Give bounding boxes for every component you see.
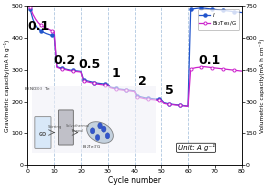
X-axis label: Cycle number: Cycle number	[108, 176, 161, 185]
Text: 0.1: 0.1	[198, 54, 221, 67]
Text: 0.5: 0.5	[78, 58, 100, 71]
Text: 5: 5	[165, 84, 174, 97]
Legend: $I$, Bi$_2$Te$_3$/G: $I$, Bi$_2$Te$_3$/G	[198, 9, 239, 30]
Text: 2: 2	[138, 75, 147, 88]
Text: 0.2: 0.2	[54, 54, 76, 67]
Y-axis label: Gravimetric capacity(mA h g⁻¹): Gravimetric capacity(mA h g⁻¹)	[4, 40, 10, 132]
Text: Unit: A g⁻¹: Unit: A g⁻¹	[178, 144, 215, 151]
Text: 0.1: 0.1	[27, 20, 49, 33]
Text: 1: 1	[111, 67, 120, 80]
Y-axis label: Volumetric capacity(mA h cm⁻³): Volumetric capacity(mA h cm⁻³)	[259, 39, 265, 133]
